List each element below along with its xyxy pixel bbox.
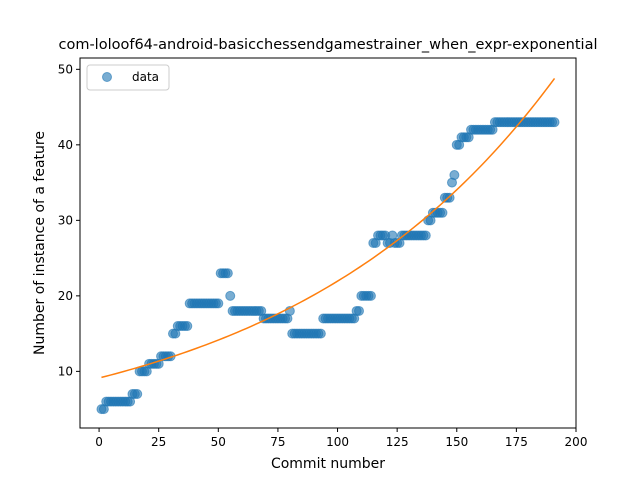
data-point: [222, 268, 233, 279]
data-point: [315, 328, 326, 339]
data-point: [132, 389, 143, 400]
legend-marker-data: [102, 72, 112, 82]
chart-title: com-loloof64-android-basicchessendgamest…: [58, 37, 597, 53]
x-axis-label: Commit number: [271, 456, 385, 472]
y-tick-label: 10: [58, 364, 73, 378]
x-tick-label: 175: [505, 435, 528, 449]
legend-box: [86, 64, 170, 91]
data-point: [437, 207, 448, 218]
x-tick-label: 25: [151, 435, 166, 449]
x-tick-label: 50: [211, 435, 226, 449]
x-tick-label: 150: [445, 435, 468, 449]
legend: data: [86, 64, 170, 91]
x-tick-label: 75: [270, 435, 285, 449]
y-tick-label: 50: [58, 62, 73, 76]
data-point: [420, 230, 431, 241]
data-point: [444, 192, 455, 203]
legend-label-data: data: [132, 70, 159, 84]
x-tick-label: 0: [95, 435, 103, 449]
fit-line: [101, 77, 556, 379]
y-axis-label: Number of instance of a feature: [32, 131, 48, 355]
data-point: [213, 298, 224, 309]
y-axis: 10 20 30 40 50: [58, 62, 80, 378]
x-tick-label: 100: [326, 435, 349, 449]
y-tick-label: 20: [58, 289, 73, 303]
data-point: [182, 321, 193, 332]
x-axis: 0 25 50 75 100 125 150 175 200: [95, 428, 587, 449]
data-point: [549, 117, 560, 128]
plot-area: [96, 77, 560, 415]
y-tick-label: 40: [58, 138, 73, 152]
data-point: [354, 305, 364, 316]
x-tick-label: 125: [386, 435, 409, 449]
plot-frame: [79, 57, 577, 429]
data-point: [365, 290, 376, 301]
y-tick-label: 30: [58, 213, 73, 227]
x-tick-label: 200: [565, 435, 588, 449]
data-point: [449, 170, 460, 181]
data-point: [225, 290, 236, 301]
